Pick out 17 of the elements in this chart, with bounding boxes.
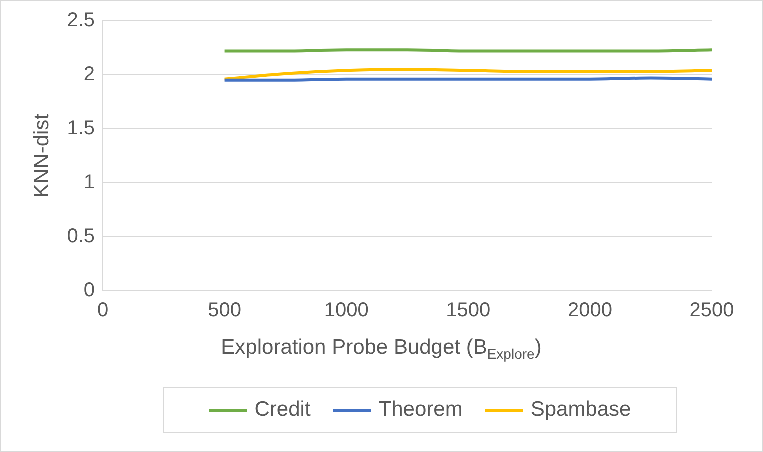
y-tick-label: 2 — [84, 64, 96, 86]
legend-label: Credit — [254, 398, 311, 422]
y-tick-label: 0 — [84, 280, 96, 302]
x-tick-label: 1000 — [324, 300, 369, 322]
x-tick-label: 500 — [208, 300, 242, 322]
y-tick-label: 1 — [84, 172, 96, 194]
y-tick-label: 2.5 — [67, 10, 96, 32]
x-axis-title: Exploration Probe Budget (B$_{Explore}$) — [220, 336, 543, 362]
x-tick-label: 2000 — [568, 300, 612, 322]
legend-label: Theorem — [378, 398, 463, 422]
y-axis-title: KNN-dist — [30, 114, 54, 198]
x-tick-label: 2500 — [690, 300, 734, 322]
y-tick-label: 0.5 — [67, 226, 96, 248]
y-tick-label: 1.5 — [67, 118, 96, 140]
x-tick-label: 1500 — [446, 300, 491, 322]
legend-label: Spambase — [530, 398, 632, 422]
line-series — [223, 68, 712, 81]
